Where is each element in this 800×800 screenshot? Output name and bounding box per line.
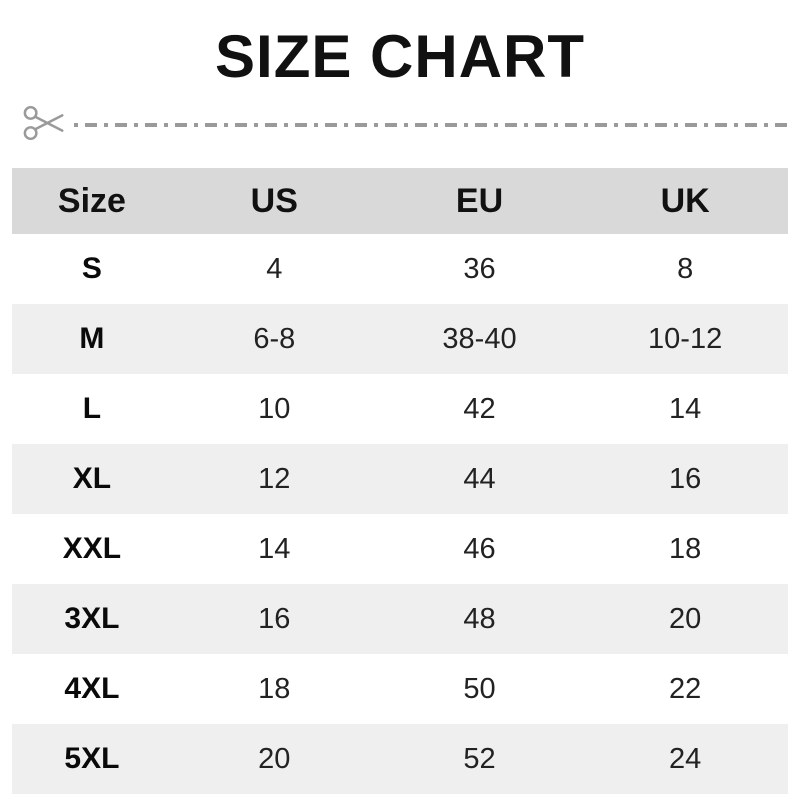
cell-uk: 22 <box>669 672 702 705</box>
cell-us: 10 <box>258 392 291 425</box>
cell-size: 3XL <box>64 602 120 635</box>
cell-us: 14 <box>258 532 291 565</box>
header-us: US <box>250 181 298 220</box>
cell-eu: 36 <box>463 252 496 285</box>
cell-eu: 38-40 <box>442 322 517 355</box>
table-row: 5XL 20 52 24 <box>12 724 788 794</box>
table-row: XXL 14 46 18 <box>12 514 788 584</box>
cell-size: XXL <box>62 532 122 565</box>
table-row: 4XL 18 50 22 <box>12 654 788 724</box>
cell-us: 6-8 <box>253 322 296 355</box>
table-row: 3XL 16 48 20 <box>12 584 788 654</box>
page-title: SIZE CHART <box>215 23 585 90</box>
cut-line <box>22 102 790 148</box>
table-row: L 10 42 14 <box>12 374 788 444</box>
cell-size: 5XL <box>64 742 120 775</box>
cell-uk: 8 <box>677 252 694 285</box>
cell-uk: 18 <box>669 532 702 565</box>
cell-us: 18 <box>258 672 291 705</box>
cell-eu: 44 <box>463 462 496 495</box>
cell-uk: 14 <box>669 392 702 425</box>
size-table: Size US EU UK S 4 36 8 M 6-8 38-40 10-12… <box>12 168 788 794</box>
cell-size: 4XL <box>64 672 120 705</box>
table-row: S 4 36 8 <box>12 234 788 304</box>
scissors-icon <box>22 103 68 148</box>
cell-us: 4 <box>266 252 283 285</box>
cell-size: L <box>82 392 102 425</box>
cell-size: M <box>79 322 105 355</box>
cell-eu: 48 <box>463 602 496 635</box>
cell-size: XL <box>72 462 112 495</box>
table-header-row: Size US EU UK <box>12 168 788 234</box>
table-row: XL 12 44 16 <box>12 444 788 514</box>
cell-eu: 52 <box>463 742 496 775</box>
cell-us: 16 <box>258 602 291 635</box>
header-eu: EU <box>455 181 504 220</box>
header-size: Size <box>57 181 126 220</box>
header-uk: UK <box>660 181 710 220</box>
cell-uk: 16 <box>669 462 702 495</box>
cell-eu: 42 <box>463 392 496 425</box>
cell-eu: 46 <box>463 532 496 565</box>
cell-uk: 10-12 <box>648 322 723 355</box>
cell-uk: 20 <box>669 602 702 635</box>
table-row: M 6-8 38-40 10-12 <box>12 304 788 374</box>
cell-us: 20 <box>258 742 291 775</box>
dashed-divider <box>74 123 790 127</box>
cell-size: S <box>81 252 102 285</box>
cell-eu: 50 <box>463 672 496 705</box>
cell-uk: 24 <box>669 742 702 775</box>
cell-us: 12 <box>258 462 291 495</box>
